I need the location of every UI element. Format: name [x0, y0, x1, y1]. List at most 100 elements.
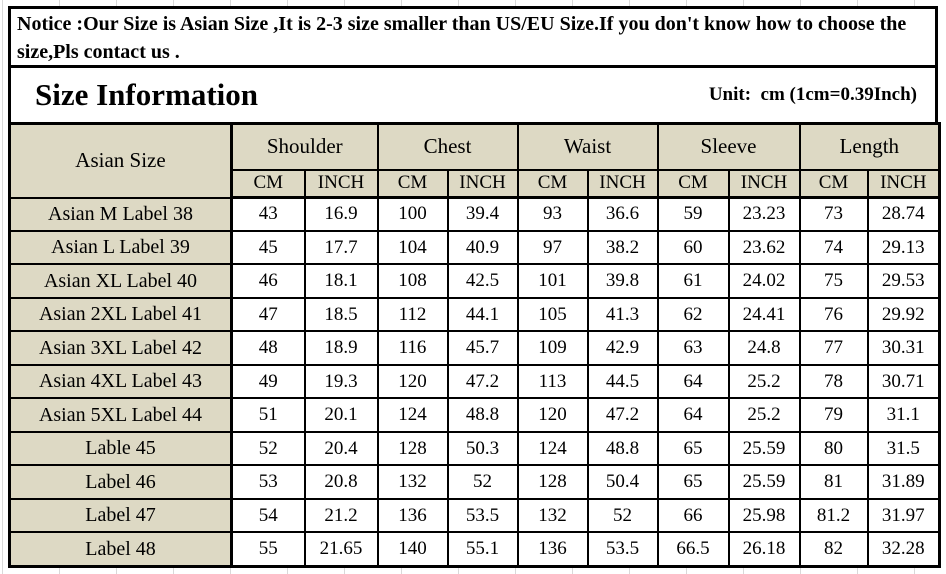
measurement-cell: 49 — [230, 363, 306, 400]
measurement-cell: 97 — [516, 229, 589, 266]
measurement-cell: 24.41 — [727, 296, 801, 333]
unit-header-cm: CM — [230, 168, 306, 199]
measurement-cell: 80 — [798, 430, 869, 467]
measurement-cell: 23.62 — [727, 229, 801, 266]
measurement-cell: 48 — [230, 330, 306, 366]
measurement-cell: 140 — [376, 531, 449, 568]
measurement-cell: 31.1 — [866, 397, 941, 433]
unit-header-inch: INCH — [586, 168, 659, 199]
measurement-cell: 93 — [516, 196, 589, 232]
size-label-cell: Label 46 — [8, 464, 233, 500]
measurement-cell: 65 — [656, 430, 730, 467]
asian-size-header: Asian Size — [8, 122, 233, 199]
measurement-cell: 21.65 — [303, 531, 379, 568]
measurement-cell: 105 — [516, 296, 589, 333]
measurement-cell: 54 — [230, 497, 306, 534]
table-row: Asian 5XL Label 44 51 20.1 124 48.8 120 47.2 64… — [8, 397, 941, 433]
measurement-cell: 18.1 — [303, 263, 379, 299]
measurement-cell: 48.8 — [446, 397, 519, 433]
group-header-waist: Waist — [516, 122, 659, 171]
measurement-cell: 104 — [376, 229, 449, 266]
unit-header-inch: INCH — [727, 168, 801, 199]
measurement-cell: 25.59 — [727, 430, 801, 467]
measurement-cell: 136 — [376, 497, 449, 534]
measurement-cell: 108 — [376, 263, 449, 299]
measurement-cell: 113 — [516, 363, 589, 400]
measurement-cell: 39.4 — [446, 196, 519, 232]
measurement-cell: 44.1 — [446, 296, 519, 333]
measurement-cell: 40.9 — [446, 229, 519, 266]
measurement-cell: 25.98 — [727, 497, 801, 534]
measurement-cell: 75 — [798, 263, 869, 299]
measurement-cell: 18.5 — [303, 296, 379, 333]
measurement-cell: 132 — [516, 497, 589, 534]
group-header-chest: Chest — [376, 122, 519, 171]
table-body: Asian M Label 38 43 16.9 100 39.4 93 36.6 59 23.… — [8, 196, 941, 568]
measurement-cell: 120 — [376, 363, 449, 400]
measurement-cell: 76 — [798, 296, 869, 333]
measurement-cell: 24.02 — [727, 263, 801, 299]
measurement-cell: 64 — [656, 363, 730, 400]
spreadsheet-page: Notice :Our Size is Asian Size ,It is 2-… — [8, 6, 942, 568]
measurement-cell: 39.8 — [586, 263, 659, 299]
measurement-cell: 29.92 — [866, 296, 941, 333]
measurement-cell: 19.3 — [303, 363, 379, 400]
unit-header-cm: CM — [376, 168, 449, 199]
table-row: Label 46 53 20.8 132 52 128 50.4 65 25.59 81 31.89 — [8, 464, 941, 500]
size-label-cell: Label 47 — [8, 497, 233, 534]
measurement-cell: 47.2 — [446, 363, 519, 400]
size-label-cell: Asian XL Label 40 — [8, 263, 233, 299]
table-header: Asian Size Shoulder Chest Waist Sleeve Lengt… — [8, 122, 941, 199]
table-row: Asian 4XL Label 43 49 19.3 120 47.2 113 44.5 64… — [8, 363, 941, 400]
measurement-cell: 77 — [798, 330, 869, 366]
unit-header-cm: CM — [656, 168, 730, 199]
size-label-cell: Asian 4XL Label 43 — [8, 363, 233, 400]
size-label-cell: Asian 2XL Label 41 — [8, 296, 233, 333]
measurement-cell: 38.2 — [586, 229, 659, 266]
measurement-cell: 81 — [798, 464, 869, 500]
unit-header-cm: CM — [798, 168, 869, 199]
table-row: Label 48 55 21.65 140 55.1 136 53.5 66.5 26.18 82… — [8, 531, 941, 568]
measurement-cell: 18.9 — [303, 330, 379, 366]
title-bar: Size Information Unit: cm (1cm=0.39Inch) — [8, 68, 938, 122]
measurement-cell: 47.2 — [586, 397, 659, 433]
size-label-cell: Asian 5XL Label 44 — [8, 397, 233, 433]
table-row: Asian 3XL Label 42 48 18.9 116 45.7 109 42.9 63… — [8, 330, 941, 366]
measurement-cell: 109 — [516, 330, 589, 366]
measurement-cell: 78 — [798, 363, 869, 400]
measurement-cell: 48.8 — [586, 430, 659, 467]
measurement-cell: 46 — [230, 263, 306, 299]
measurement-cell: 53 — [230, 464, 306, 500]
group-header-shoulder: Shoulder — [230, 122, 379, 171]
measurement-cell: 74 — [798, 229, 869, 266]
measurement-cell: 132 — [376, 464, 449, 500]
measurement-cell: 20.8 — [303, 464, 379, 500]
measurement-cell: 32.28 — [866, 531, 941, 568]
measurement-cell: 25.2 — [727, 363, 801, 400]
size-label-cell: Asian M Label 38 — [8, 196, 233, 232]
measurement-cell: 60 — [656, 229, 730, 266]
measurement-cell: 124 — [516, 430, 589, 467]
measurement-cell: 66.5 — [656, 531, 730, 568]
measurement-cell: 26.18 — [727, 531, 801, 568]
group-header-length: Length — [798, 122, 941, 171]
measurement-cell: 53.5 — [586, 531, 659, 568]
notice-text: Notice :Our Size is Asian Size ,It is 2-… — [17, 13, 907, 63]
measurement-cell: 55.1 — [446, 531, 519, 568]
measurement-cell: 73 — [798, 196, 869, 232]
measurement-cell: 112 — [376, 296, 449, 333]
measurement-cell: 30.71 — [866, 363, 941, 400]
unit-header-inch: INCH — [446, 168, 519, 199]
measurement-cell: 44.5 — [586, 363, 659, 400]
measurement-cell: 31.5 — [866, 430, 941, 467]
size-label-cell: Asian L Label 39 — [8, 229, 233, 266]
measurement-cell: 59 — [656, 196, 730, 232]
measurement-cell: 20.1 — [303, 397, 379, 433]
measurement-cell: 66 — [656, 497, 730, 534]
table-row: Label 47 54 21.2 136 53.5 132 52 66 25.98 81.2 31.… — [8, 497, 941, 534]
size-label-cell: Lable 45 — [8, 430, 233, 467]
measurement-cell: 25.59 — [727, 464, 801, 500]
measurement-cell: 20.4 — [303, 430, 379, 467]
measurement-cell: 79 — [798, 397, 869, 433]
table-row: Asian L Label 39 45 17.7 104 40.9 97 38.2 60 23.… — [8, 229, 941, 266]
